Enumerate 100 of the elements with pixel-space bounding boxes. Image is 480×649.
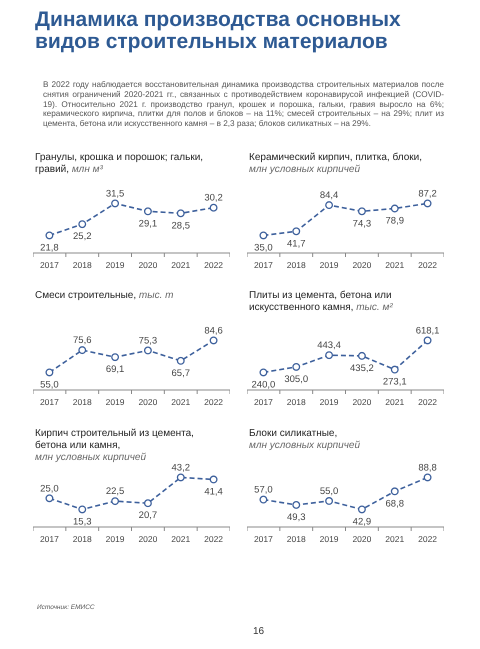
data-label: 84,6: [204, 325, 223, 336]
point: [144, 499, 152, 508]
point: [144, 346, 152, 354]
data-label: 42,9: [352, 516, 372, 528]
x-tick-label: 2022: [204, 397, 224, 407]
data-label: 41,7: [287, 238, 306, 250]
point: [78, 220, 86, 228]
chart-title: Керамический кирпич, плитка, блоки,: [249, 152, 422, 163]
x-tick-label: 2019: [106, 534, 125, 544]
point: [390, 204, 399, 212]
x-tick-label: 2020: [352, 534, 372, 544]
point: [45, 368, 54, 376]
x-tick-label: 2020: [138, 534, 158, 544]
point: [78, 505, 86, 514]
data-label: 87,2: [418, 188, 437, 200]
data-label: 41,4: [204, 486, 223, 498]
x-tick-label: 2019: [320, 534, 339, 544]
data-label: 443,4: [317, 340, 341, 352]
chart-title: Кирпич строительный из цемента, бетона или камня,: [35, 428, 194, 451]
chart-subtitle: млн м³: [72, 164, 103, 176]
point: [358, 352, 366, 360]
x-tick-label: 2018: [286, 397, 306, 407]
data-label: 28,5: [172, 220, 190, 232]
point: [325, 201, 334, 210]
point: [358, 505, 366, 514]
point: [78, 346, 86, 354]
point: [210, 476, 218, 484]
text: В 2022 году наблюдается восстановительная динамика производства строительных материалов после снятия ограничений 2020-2021 гг., связанных с противодействием коронавирусой инфекцией (COVID-19). Относительно 2021 г. производство гранул, крошек и порошка, гальки, гравия выросло на 6%; керамического кирпича, плитки для полов и блоков – на 11%; смесей строительных – на 29%; плит из цемента, бетона или искусственного камня – в 2,3 раза; блоков силикатных – на 29%.: [43, 80, 444, 129]
x-tick-label: 2019: [106, 260, 125, 270]
text: 16: [253, 626, 264, 637]
data-label: 31,5: [106, 188, 124, 200]
data-label: 30,2: [204, 192, 223, 204]
chart-title: Смеси строительные,: [35, 290, 136, 301]
point: [259, 368, 268, 376]
chart-subtitle: млн условных кирпичей: [249, 164, 360, 176]
chart-title: Блоки силикатные,: [249, 428, 338, 439]
point: [45, 494, 54, 502]
x-tick-label: 2019: [320, 260, 339, 270]
data-label: 25,0: [40, 483, 59, 494]
x-tick-label: 2019: [320, 397, 339, 407]
x-tick-label: 2018: [286, 534, 306, 544]
data-label: 35,0: [254, 242, 273, 254]
x-tick-label: 2021: [171, 397, 190, 407]
data-label: 15,3: [73, 516, 92, 528]
data-label: 49,3: [287, 512, 306, 523]
data-label: 273,1: [382, 376, 407, 388]
x-tick-label: 2021: [385, 397, 404, 407]
point: [259, 496, 268, 504]
data-label: 55,0: [320, 486, 338, 497]
point: [292, 227, 300, 236]
point: [292, 500, 300, 509]
data-label: 75,6: [73, 335, 92, 346]
x-tick-label: 2017: [40, 260, 60, 270]
point: [176, 473, 185, 482]
point: [390, 366, 399, 374]
x-tick-label: 2021: [385, 534, 404, 544]
x-tick-label: 2021: [171, 534, 190, 544]
data-label: 78,9: [386, 215, 404, 226]
data-label: 29,1: [138, 218, 158, 230]
point: [325, 351, 334, 360]
x-tick-label: 2018: [286, 260, 306, 270]
point: [210, 204, 218, 212]
point: [390, 487, 399, 496]
point: [144, 207, 152, 216]
chart-subtitle: тыс. м²: [356, 302, 393, 314]
point: [325, 497, 334, 505]
x-tick-label: 2022: [204, 534, 224, 544]
data-label: 57,0: [254, 484, 273, 496]
x-tick-label: 2022: [418, 397, 438, 407]
point: [176, 356, 185, 365]
data-label: 21,8: [40, 242, 59, 254]
point: [111, 199, 120, 208]
data-label: 618,1: [416, 325, 440, 336]
point: [358, 207, 366, 216]
data-label: 68,8: [386, 498, 404, 510]
chart-subtitle: млн условных кирпичей: [35, 452, 146, 464]
data-label: 305,0: [284, 374, 308, 385]
data-label: 25,2: [73, 231, 92, 242]
point: [259, 231, 268, 240]
text: Динамика производства основных видов строительных материалов: [35, 8, 402, 53]
x-tick-label: 2020: [138, 260, 158, 270]
x-tick-label: 2018: [72, 397, 92, 407]
x-tick-label: 2021: [385, 260, 404, 270]
x-tick-label: 2020: [352, 260, 372, 270]
point: [292, 362, 300, 371]
data-label: 22,5: [106, 486, 124, 498]
chart-subtitle: тыс. т: [138, 290, 174, 302]
x-tick-label: 2021: [171, 260, 190, 270]
data-label: 88,8: [418, 462, 437, 474]
point: [176, 209, 185, 218]
x-tick-label: 2017: [254, 397, 274, 407]
data-label: 43,2: [172, 462, 190, 474]
x-tick-label: 2018: [72, 260, 92, 270]
data-label: 240,0: [252, 379, 276, 390]
data-label: 435,2: [350, 362, 374, 374]
point: [111, 353, 120, 362]
x-tick-label: 2020: [138, 397, 158, 407]
data-label: 75,3: [138, 335, 158, 346]
point: [424, 336, 432, 344]
x-tick-label: 2017: [40, 397, 60, 407]
